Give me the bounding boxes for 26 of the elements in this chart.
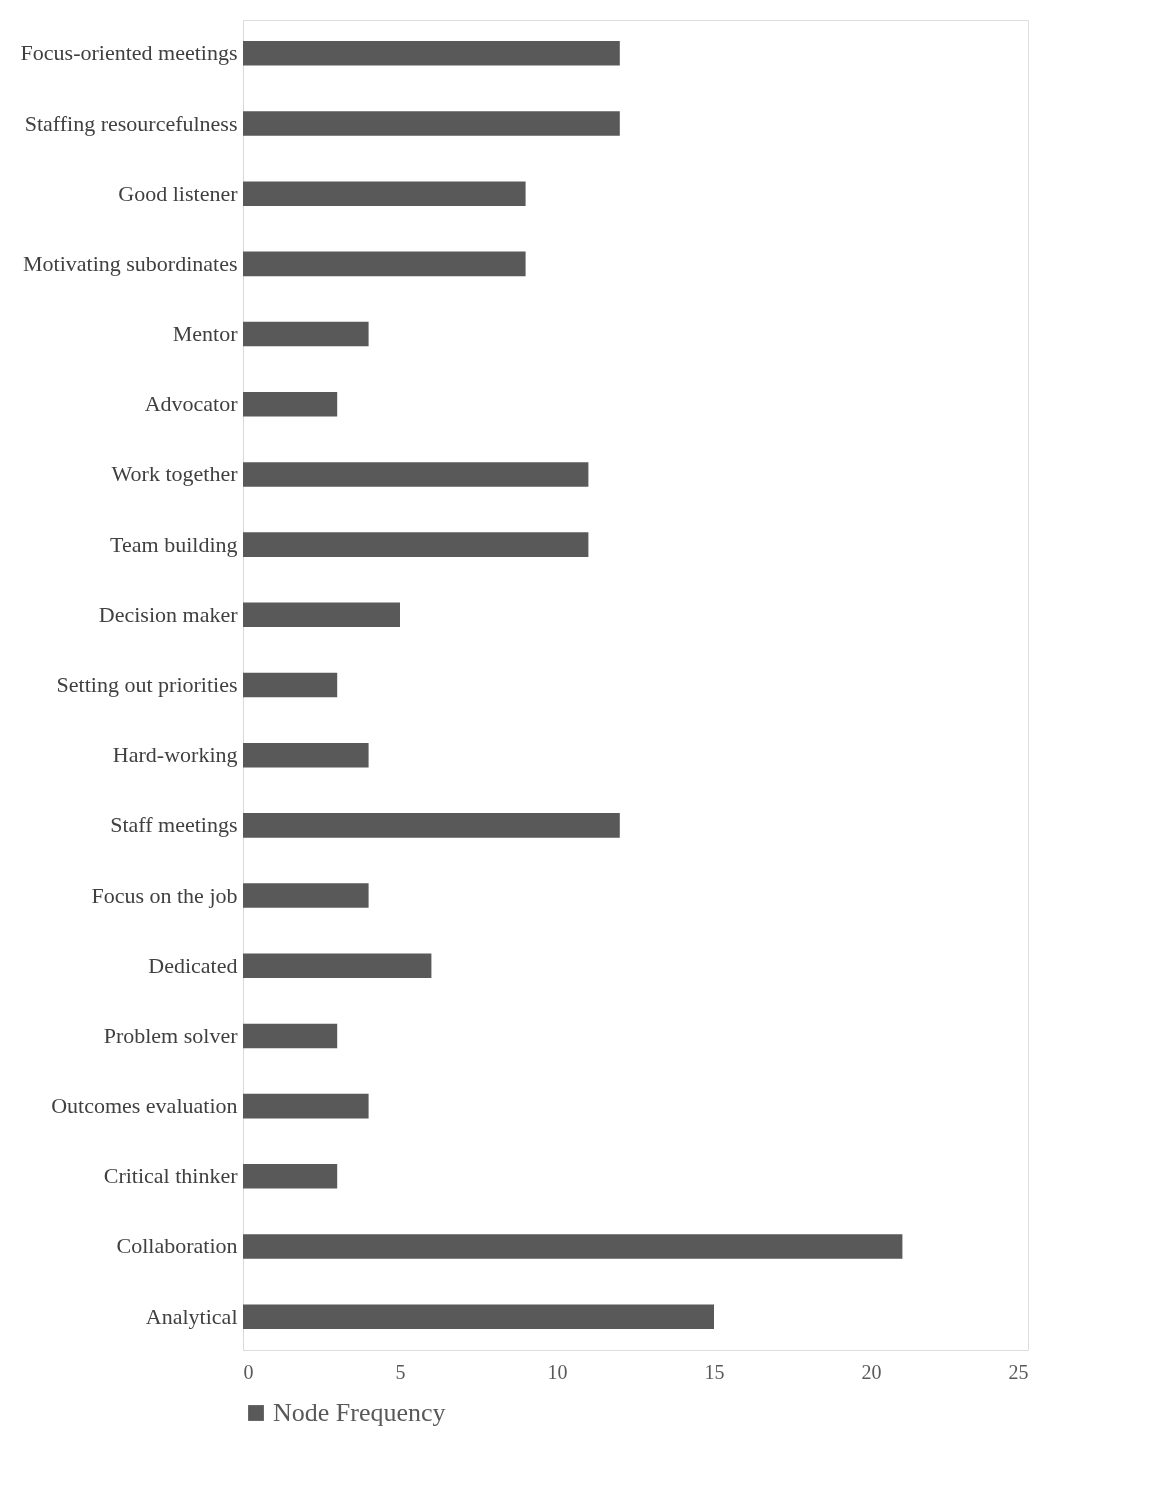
x-tick-label: 10	[547, 1360, 568, 1383]
y-tick-label: Problem solver	[103, 1022, 239, 1048]
y-tick-label: Team building	[110, 531, 238, 557]
x-tick-label: 5	[395, 1360, 406, 1383]
y-tick-label: Staff meetings	[110, 812, 238, 838]
y-tick-label: Motivating subordinates	[23, 250, 238, 276]
y-tick-label: Focus on the job	[91, 882, 238, 908]
y-tick-label: Staffing resourcefulness	[24, 110, 238, 136]
y-tick-label: Analytical	[145, 1303, 238, 1329]
x-tick-label: 20	[861, 1360, 882, 1383]
y-tick-label: Setting out priorities	[56, 672, 238, 697]
y-tick-label: Hard-working	[112, 742, 238, 768]
y-tick-label: Work together	[111, 461, 239, 487]
x-tick-label: 25	[1008, 1360, 1029, 1383]
y-tick-label: Outcomes evaluation	[51, 1093, 238, 1119]
y-tick-label: Decision maker	[98, 601, 239, 627]
y-tick-label: Critical thinker	[103, 1163, 239, 1189]
legend-label: Node Frequency	[273, 1398, 446, 1427]
x-tick-label: 0	[243, 1360, 254, 1383]
y-tick-label: Mentor	[172, 321, 239, 347]
y-tick-label: Focus-oriented meetings	[20, 40, 238, 66]
y-tick-label: Good listener	[118, 180, 239, 206]
y-tick-label: Advocator	[144, 391, 239, 417]
x-tick-label: 15	[704, 1360, 725, 1383]
y-tick-label: Collaboration	[116, 1233, 238, 1259]
y-tick-label: Dedicated	[148, 952, 238, 978]
